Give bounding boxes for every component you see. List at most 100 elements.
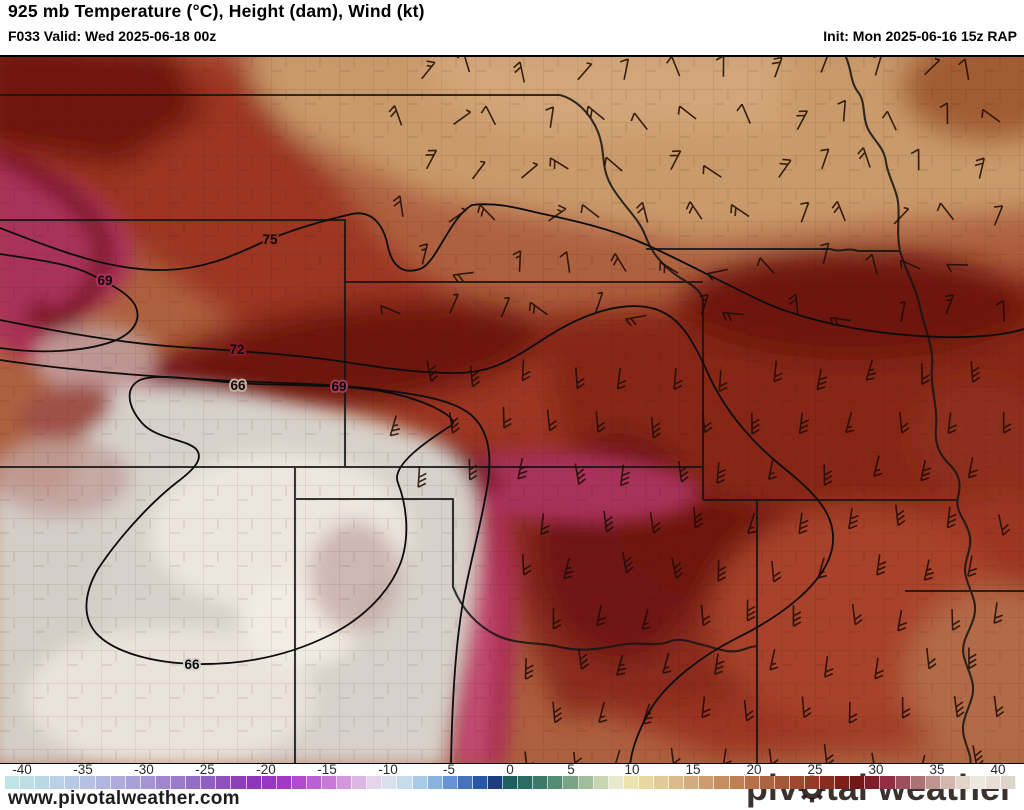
colorbar-segment xyxy=(427,776,443,789)
colorbar-segment xyxy=(306,776,322,789)
colorbar-tick-label: -30 xyxy=(134,762,154,777)
contour-label-layer: 75 69 72 66 69 66 xyxy=(95,230,348,674)
colorbar-segment xyxy=(654,776,670,789)
colorbar-tick-label: 5 xyxy=(567,762,575,777)
colorbar-segment xyxy=(80,776,96,789)
county-grid xyxy=(0,57,1024,763)
colorbar-segment xyxy=(367,776,383,789)
colorbar-tick-label: 40 xyxy=(990,762,1006,777)
colorbar-segment xyxy=(880,776,896,789)
colorbar-segment xyxy=(201,776,217,789)
colorbar-segment xyxy=(955,776,971,789)
colorbar-segment xyxy=(804,776,821,789)
colorbar-segment xyxy=(65,776,81,789)
colorbar-segment xyxy=(140,776,156,789)
colorbar-tick-label: -20 xyxy=(256,762,276,777)
colorbar-segment xyxy=(518,776,534,789)
colorbar-segment xyxy=(397,776,413,789)
colorbar-segment xyxy=(321,776,338,789)
colorbar-segment xyxy=(699,776,715,789)
colorbar-segment xyxy=(971,776,987,789)
colorbar-tick-label: -40 xyxy=(12,762,32,777)
contour-label: 69 xyxy=(97,273,112,288)
colorbar-segment xyxy=(940,776,956,789)
colorbar-segment xyxy=(925,776,941,789)
colorbar-tick-label: -25 xyxy=(195,762,215,777)
contour-label: 72 xyxy=(229,342,244,357)
colorbar-segment xyxy=(125,776,141,789)
map-canvas: 75 69 72 66 69 66 xyxy=(0,57,1024,763)
colorbar-segment xyxy=(35,776,51,789)
colorbar-tick-label: -10 xyxy=(378,762,398,777)
colorbar-segment xyxy=(231,776,247,789)
colorbar-segment xyxy=(744,776,760,789)
colorbar-tick-label: 15 xyxy=(685,762,701,777)
colorbar-segment xyxy=(774,776,790,789)
colorbar-segment xyxy=(835,776,851,789)
colorbar-tick-label: 20 xyxy=(746,762,762,777)
colorbar-tick-labels: -40 -35 -30 -25 -20 -15 -10 -5 0 5 10 15 20 25 30 35 40 xyxy=(0,762,1024,777)
colorbar-segment xyxy=(1001,776,1017,789)
contour-label: 75 xyxy=(262,232,278,247)
colorbar-segment xyxy=(623,776,639,789)
colorbar-segment xyxy=(820,776,836,789)
colorbar-segment xyxy=(789,776,805,789)
colorbar-segment xyxy=(412,776,428,789)
page-title: 925 mb Temperature (°C), Height (dam), W… xyxy=(8,1,425,21)
colorbar-segment xyxy=(759,776,775,789)
colorbar-segment xyxy=(337,776,353,789)
height-contours xyxy=(0,203,1024,763)
colorbar-segment xyxy=(563,776,579,789)
colorbar-segment xyxy=(503,776,519,789)
contour-label: 66 xyxy=(230,378,246,393)
colorbar-segment xyxy=(548,776,564,789)
colorbar-segment xyxy=(246,776,262,789)
wind-barb-layer xyxy=(380,57,1012,763)
colorbar-segment xyxy=(261,776,277,789)
colorbar-segment xyxy=(895,776,911,789)
colorbar-segment xyxy=(155,776,172,789)
colorbar-segment xyxy=(638,776,655,789)
colorbar-segment xyxy=(865,776,881,789)
colorbar-segment xyxy=(910,776,926,789)
colorbar-segment xyxy=(50,776,66,789)
colorbar-segment xyxy=(850,776,866,789)
colorbar-tick-label: 30 xyxy=(868,762,884,777)
forecast-valid-label: F033 Valid: Wed 2025-06-18 00z xyxy=(8,28,217,44)
header-bar: 925 mb Temperature (°C), Height (dam), W… xyxy=(0,0,1024,55)
colorbar-segment xyxy=(216,776,232,789)
colorbar-tick-label: -15 xyxy=(317,762,337,777)
colorbar-tick-label: -35 xyxy=(73,762,93,777)
colorbar-segment xyxy=(186,776,202,789)
colorbar-segment xyxy=(578,776,594,789)
colorbar-tick-label: 0 xyxy=(506,762,514,777)
colorbar-segment xyxy=(5,776,21,789)
model-init-label: Init: Mon 2025-06-16 15z RAP xyxy=(823,28,1017,44)
colorbar-segment xyxy=(95,776,111,789)
colorbar-segment xyxy=(110,776,126,789)
colorbar-segment xyxy=(533,776,549,789)
colorbar-segment xyxy=(171,776,187,789)
colorbar-segment xyxy=(593,776,609,789)
colorbar-tick-label: -5 xyxy=(442,762,456,777)
colorbar-segment xyxy=(457,776,473,789)
colorbar-segment xyxy=(669,776,685,789)
contour-label: 69 xyxy=(331,379,346,394)
colorbar-segment xyxy=(986,776,1002,789)
colorbar-tick-label: 35 xyxy=(929,762,945,777)
colorbar-segment xyxy=(20,776,36,789)
colorbar-segment xyxy=(382,776,398,789)
colorbar-segment xyxy=(352,776,368,789)
watermark-url: www.pivotalweather.com xyxy=(8,788,240,809)
colorbar-segment xyxy=(291,776,307,789)
colorbar-tick-label: 10 xyxy=(624,762,640,777)
colorbar-segment xyxy=(608,776,624,789)
colorbar-tick-label: 25 xyxy=(807,762,823,777)
colorbar-segment xyxy=(276,776,292,789)
colorbar-segment xyxy=(442,776,458,789)
colorbar-segment xyxy=(714,776,730,789)
state-borders xyxy=(0,57,1024,763)
temperature-colorbar xyxy=(5,776,1017,789)
colorbar-segment xyxy=(472,776,488,789)
